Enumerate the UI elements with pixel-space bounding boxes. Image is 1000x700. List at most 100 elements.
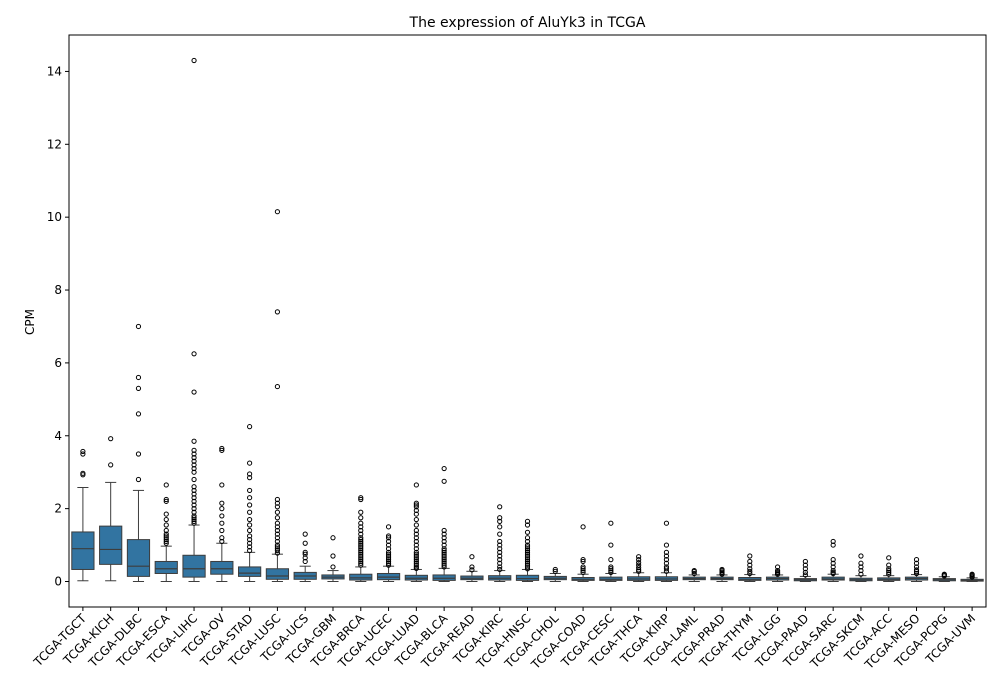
outlier-point xyxy=(441,538,447,545)
outlier-point xyxy=(274,209,281,215)
outlier-point xyxy=(385,562,392,568)
outlier-point xyxy=(497,515,503,521)
outlier-point xyxy=(163,498,169,504)
outlier-point xyxy=(385,549,392,555)
outlier-point xyxy=(191,487,197,494)
outlier-point xyxy=(358,524,364,530)
outlier-point xyxy=(330,564,336,570)
outlier-point xyxy=(413,511,419,517)
outlier-point xyxy=(608,566,614,572)
outlier-point xyxy=(358,515,364,521)
outlier-point xyxy=(663,542,670,548)
outlier-point xyxy=(219,520,225,526)
outlier-point xyxy=(163,533,169,539)
outlier-point xyxy=(580,524,586,530)
outlier-point xyxy=(358,527,364,534)
outlier-point xyxy=(358,553,364,559)
outlier-point xyxy=(274,542,281,548)
outlier-point xyxy=(163,538,169,545)
outlier-point xyxy=(497,542,503,548)
outlier-point xyxy=(330,535,336,541)
outlier-point xyxy=(636,559,642,566)
outlier-point xyxy=(524,551,531,557)
outlier-point xyxy=(830,569,836,575)
outlier-point xyxy=(247,509,253,515)
outlier-point xyxy=(886,566,892,572)
outlier-point xyxy=(663,520,670,526)
outlier-point xyxy=(163,496,169,503)
outlier-point xyxy=(497,549,503,555)
outlier-point xyxy=(802,566,808,572)
outlier-point xyxy=(247,527,253,534)
outlier-point xyxy=(413,482,419,488)
outlier-point xyxy=(247,547,253,554)
outlier-point xyxy=(441,547,447,554)
outlier-point xyxy=(219,535,225,541)
outlier-point xyxy=(191,495,197,501)
outlier-point xyxy=(580,564,586,570)
outlier-point xyxy=(413,502,419,508)
outlier-point xyxy=(413,551,419,557)
outlier-point xyxy=(247,536,253,543)
outlier-point xyxy=(441,535,447,541)
plot-frame xyxy=(68,34,987,608)
outlier-point xyxy=(274,531,281,537)
outlier-point xyxy=(413,500,419,506)
y-tick-label: 0 xyxy=(54,574,62,588)
outlier-point xyxy=(774,567,781,574)
outlier-point xyxy=(497,546,503,552)
y-tick-label: 8 xyxy=(54,283,62,297)
outlier-point xyxy=(358,531,364,537)
outlier-point xyxy=(163,527,169,534)
outlier-point xyxy=(191,516,197,523)
outlier-point xyxy=(191,491,197,497)
outlier-point xyxy=(524,546,531,552)
outlier-point xyxy=(191,498,197,504)
outlier-point xyxy=(358,551,364,557)
outlier-point xyxy=(358,555,364,561)
outlier-point xyxy=(608,520,614,526)
outlier-point xyxy=(358,547,364,554)
outlier-point xyxy=(274,515,281,521)
outlier-point xyxy=(886,555,892,561)
outlier-point xyxy=(941,571,947,577)
outlier-point xyxy=(802,569,808,575)
outlier-point xyxy=(413,516,419,523)
y-tick-label: 10 xyxy=(47,210,62,224)
box xyxy=(71,531,95,570)
outlier-point xyxy=(886,569,892,575)
outlier-point xyxy=(274,383,281,390)
outlier-point xyxy=(608,569,614,575)
plot-area: 02468101214TCGA-TGCTTCGA-KICHTCGA-DLBCTC… xyxy=(30,57,984,672)
y-axis-label: CPM xyxy=(23,309,37,335)
outlier-point xyxy=(441,564,447,570)
outlier-point xyxy=(191,520,197,526)
outlier-point xyxy=(191,438,197,444)
outlier-point xyxy=(191,451,197,457)
outlier-point xyxy=(858,564,864,570)
outlier-point xyxy=(413,504,419,510)
outlier-point xyxy=(802,572,808,578)
outlier-point xyxy=(608,567,614,574)
outlier-point xyxy=(497,524,503,530)
outlier-point xyxy=(830,560,836,566)
y-tick-label: 4 xyxy=(54,429,62,443)
outlier-point xyxy=(469,567,475,573)
y-tick-label: 12 xyxy=(47,137,62,151)
outlier-point xyxy=(497,566,503,573)
outlier-point xyxy=(747,562,753,568)
outlier-point xyxy=(524,558,531,565)
outlier-point xyxy=(274,496,281,503)
box xyxy=(154,560,178,574)
outlier-point xyxy=(274,544,281,550)
outlier-point xyxy=(441,478,447,484)
outlier-point xyxy=(441,555,447,561)
outlier-point xyxy=(358,542,364,548)
outlier-point xyxy=(524,542,531,548)
y-tick-label: 6 xyxy=(54,356,62,370)
outlier-point xyxy=(413,562,419,568)
outlier-point xyxy=(247,487,253,494)
outlier-point xyxy=(636,567,642,573)
outlier-point xyxy=(636,565,642,571)
